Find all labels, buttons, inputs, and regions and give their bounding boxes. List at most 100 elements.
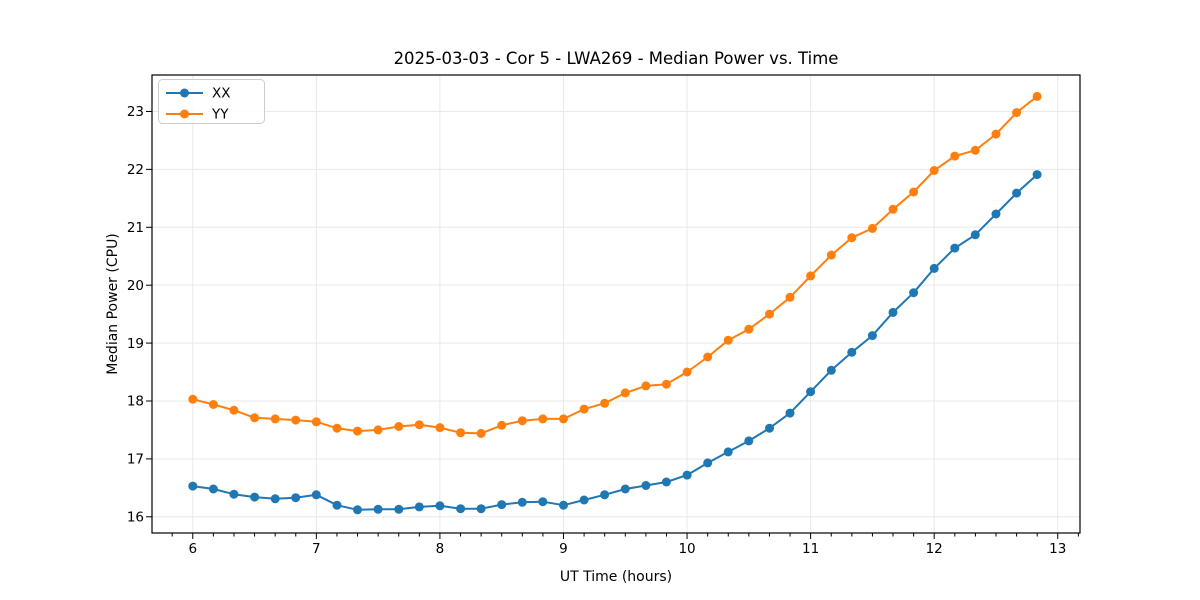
legend-marker-yy	[180, 109, 189, 119]
data-point-xx	[765, 423, 774, 433]
data-point-xx	[476, 504, 486, 514]
data-point-xx	[373, 504, 383, 514]
y-tick-label: 20	[127, 278, 144, 294]
data-point-xx	[620, 484, 630, 494]
data-point-yy	[394, 422, 404, 431]
data-point-yy	[888, 204, 898, 214]
data-point-xx	[250, 492, 260, 502]
data-point-xx	[950, 243, 960, 253]
data-point-xx	[991, 209, 1001, 219]
data-point-xx	[559, 500, 568, 510]
data-point-yy	[826, 250, 836, 260]
data-point-yy	[517, 416, 527, 426]
legend: XX YY	[158, 79, 265, 124]
data-point-yy	[970, 145, 980, 155]
data-point-xx	[291, 493, 301, 503]
data-point-xx	[517, 497, 527, 507]
data-point-xx	[353, 505, 362, 515]
data-point-yy	[311, 417, 321, 427]
x-tick-label: 9	[559, 541, 568, 557]
data-point-yy	[929, 166, 939, 175]
data-point-yy	[456, 428, 466, 438]
data-point-xx	[270, 494, 280, 504]
data-point-xx	[847, 347, 857, 357]
y-tick-label: 21	[127, 220, 144, 236]
series-layer	[188, 91, 1042, 515]
data-point-yy	[208, 400, 218, 409]
x-tick-label: 8	[436, 541, 445, 557]
data-point-yy	[250, 413, 260, 423]
data-point-yy	[332, 423, 342, 433]
data-point-xx	[394, 504, 404, 514]
data-point-xx	[1032, 170, 1042, 180]
data-point-xx	[703, 458, 713, 468]
legend-label-xx: XX	[212, 86, 231, 102]
data-point-xx	[435, 501, 445, 511]
data-point-xx	[332, 500, 342, 510]
data-point-yy	[353, 426, 362, 436]
data-point-yy	[703, 352, 713, 362]
data-point-yy	[373, 425, 383, 435]
data-point-yy	[806, 271, 816, 281]
data-point-xx	[806, 387, 816, 397]
data-point-yy	[579, 404, 589, 414]
x-tick-label: 12	[926, 541, 943, 557]
x-tick-label: 6	[188, 541, 197, 557]
data-point-xx	[785, 408, 795, 418]
data-point-yy	[785, 292, 795, 302]
y-axis-label: Median Power (CPU)	[105, 233, 121, 375]
data-point-xx	[497, 500, 507, 510]
data-point-yy	[188, 394, 198, 404]
legend-marker-xx	[180, 88, 189, 98]
data-point-yy	[414, 420, 424, 430]
legend-label-yy: YY	[211, 107, 229, 123]
data-point-yy	[538, 414, 548, 424]
data-point-xx	[970, 230, 980, 240]
data-point-xx	[826, 365, 836, 375]
data-point-xx	[188, 481, 198, 491]
x-tick-label: 10	[678, 541, 695, 557]
data-point-yy	[765, 309, 774, 319]
data-point-yy	[1012, 108, 1022, 118]
data-point-yy	[909, 187, 919, 197]
data-point-xx	[579, 495, 589, 505]
data-point-yy	[476, 428, 486, 438]
y-tick-label: 18	[127, 394, 144, 410]
data-point-xx	[744, 436, 754, 446]
data-point-xx	[723, 447, 733, 457]
data-point-yy	[950, 151, 960, 161]
data-point-xx	[929, 263, 939, 273]
data-point-yy	[270, 414, 280, 424]
x-axis-label: UT Time (hours)	[560, 569, 672, 585]
data-point-xx	[641, 481, 651, 490]
y-tick-label: 23	[127, 104, 144, 120]
chart-title: 2025-03-03 - Cor 5 - LWA269 - Median Pow…	[394, 49, 839, 68]
data-point-xx	[414, 502, 424, 512]
series-line-xx	[191, 173, 1039, 511]
data-point-yy	[991, 129, 1001, 139]
data-point-xx	[208, 484, 218, 494]
data-point-yy	[682, 367, 692, 377]
data-point-xx	[538, 497, 548, 507]
data-point-yy	[229, 405, 239, 415]
x-tick-label: 13	[1049, 541, 1066, 557]
x-tick-label: 7	[312, 541, 321, 557]
data-point-yy	[600, 398, 610, 408]
data-point-xx	[867, 331, 877, 341]
grid-layer	[152, 75, 1080, 533]
data-point-xx	[682, 470, 692, 480]
data-point-xx	[229, 489, 239, 499]
tick-layer: 6 7 8 9 10 11 12 13 16 17 18 19 20 21 22 23	[127, 104, 1079, 557]
data-point-xx	[909, 288, 919, 298]
plot-border	[151, 74, 1081, 534]
data-point-yy	[1032, 91, 1042, 101]
data-point-yy	[497, 420, 507, 430]
data-point-yy	[435, 423, 445, 433]
data-point-yy	[661, 379, 671, 389]
data-point-yy	[559, 414, 568, 424]
series-line-yy	[191, 95, 1039, 435]
data-point-xx	[1012, 188, 1022, 198]
data-point-yy	[620, 388, 630, 398]
data-point-yy	[641, 381, 651, 391]
